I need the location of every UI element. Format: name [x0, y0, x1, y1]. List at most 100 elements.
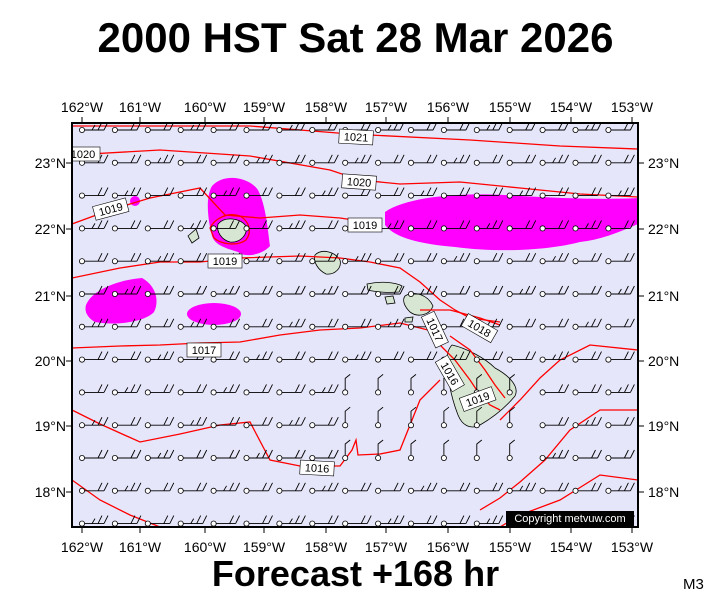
lat-label-left: 22°N	[35, 221, 66, 237]
wind-barb	[342, 154, 372, 166]
lat-label-right: 21°N	[648, 288, 679, 304]
wind-barb	[177, 416, 208, 429]
wind-barb	[177, 123, 207, 134]
wind-barb	[440, 439, 450, 461]
wind-barb	[440, 252, 471, 265]
wind-barb	[111, 351, 142, 363]
rain-area-east	[385, 194, 638, 251]
wind-barb	[79, 123, 109, 134]
wind-barb	[572, 285, 602, 297]
wind-barb	[539, 416, 570, 429]
wind-barb	[177, 187, 208, 199]
wind-barb	[309, 351, 339, 363]
wind-barb	[243, 351, 273, 363]
wind-barb	[473, 351, 504, 363]
isobar-1020-north	[72, 149, 638, 198]
wind-barb	[605, 285, 635, 297]
wind-barb	[375, 374, 384, 396]
wind-barb	[243, 449, 273, 461]
wind-barb	[243, 482, 273, 494]
wind-barb	[375, 187, 405, 199]
wind-barb	[639, 319, 668, 330]
wind-barb	[177, 285, 208, 297]
forecast-hours: Forecast +168 hr	[211, 553, 500, 594]
wind-barb	[639, 122, 668, 133]
wind-barb	[144, 384, 175, 396]
wind-barb	[440, 154, 471, 166]
isobar-label-1019-west: 1019	[92, 197, 130, 221]
isobar-hawaii-a	[439, 344, 501, 411]
lat-label-left: 21°N	[35, 288, 66, 304]
wind-barb	[144, 416, 175, 429]
wind-barb	[111, 318, 142, 330]
isobar-1016-south	[72, 479, 161, 527]
wind-barb	[276, 351, 306, 363]
wind-barb	[506, 318, 537, 330]
wind-barb	[605, 220, 635, 232]
wind-barb	[276, 449, 306, 461]
wind-barb	[276, 187, 306, 199]
copyright-badge: Copyright metvuw.com	[506, 511, 634, 526]
wind-barb	[407, 220, 438, 232]
wind-barb	[539, 154, 570, 166]
wind-barb	[111, 220, 142, 232]
wind-barb	[243, 187, 273, 199]
wind-barb	[243, 384, 273, 396]
svg-text:1021: 1021	[343, 131, 368, 144]
wind-barb	[407, 374, 417, 396]
wind-barb	[506, 374, 515, 396]
wind-barb	[539, 187, 570, 199]
wind-barb	[539, 449, 570, 461]
lon-label-top: 159°W	[243, 99, 286, 115]
wind-barb	[210, 220, 241, 232]
isobar-label-1019-mid: 1019	[347, 217, 383, 233]
wind-barb	[79, 351, 109, 363]
wind-barb	[144, 285, 175, 297]
wind-barb	[473, 187, 504, 199]
wind-barb	[309, 416, 339, 429]
lat-label-left: 23°N	[35, 155, 66, 171]
lon-label-bottom: 157°W	[365, 539, 408, 555]
wind-barb	[309, 482, 339, 494]
island-kahoolawe	[404, 316, 414, 323]
wind-barb	[177, 154, 208, 166]
wind-barb	[506, 220, 537, 232]
lat-label-left: 20°N	[35, 353, 66, 369]
wind-barb	[144, 154, 175, 166]
longitude-labels-bottom: 162°W 161°W 160°W 159°W 158°W 157°W 156°…	[61, 539, 654, 555]
lat-label-left: 18°N	[35, 484, 66, 500]
wind-barb	[79, 482, 109, 494]
wind-barb	[111, 416, 142, 429]
wind-barb	[243, 416, 273, 429]
wind-barb	[605, 449, 635, 461]
wind-barb	[276, 154, 306, 166]
lon-label-top: 154°W	[550, 99, 593, 115]
svg-text:1020: 1020	[71, 149, 95, 161]
isobar-1019-mid	[72, 255, 501, 323]
wind-barb	[309, 318, 339, 330]
lon-label-top: 153°W	[611, 99, 654, 115]
wind-barb	[210, 384, 241, 396]
wind-barb	[342, 285, 372, 297]
wind-barb	[243, 318, 273, 330]
wind-barb	[639, 384, 668, 395]
lat-label-right: 19°N	[648, 418, 679, 434]
wind-barb	[111, 187, 142, 199]
wind-barb	[605, 252, 635, 265]
wind-barb	[79, 384, 109, 396]
rain-area-small-a	[187, 303, 241, 325]
lon-label-bottom: 160°W	[184, 539, 227, 555]
lon-label-top: 156°W	[427, 99, 470, 115]
wind-barb	[375, 439, 384, 461]
wind-barb	[539, 220, 570, 232]
wind-barb	[79, 318, 109, 330]
wind-barb	[342, 318, 372, 330]
wind-barb	[309, 384, 339, 396]
wind-barb	[111, 384, 142, 396]
wind-barb	[473, 154, 504, 166]
lon-label-bottom: 156°W	[427, 539, 470, 555]
wind-barb	[539, 482, 570, 494]
wind-barb	[639, 450, 668, 461]
latitude-labels-right: 23°N 22°N 21°N 20°N 19°N 18°N	[648, 155, 679, 500]
wind-barb	[177, 318, 208, 330]
